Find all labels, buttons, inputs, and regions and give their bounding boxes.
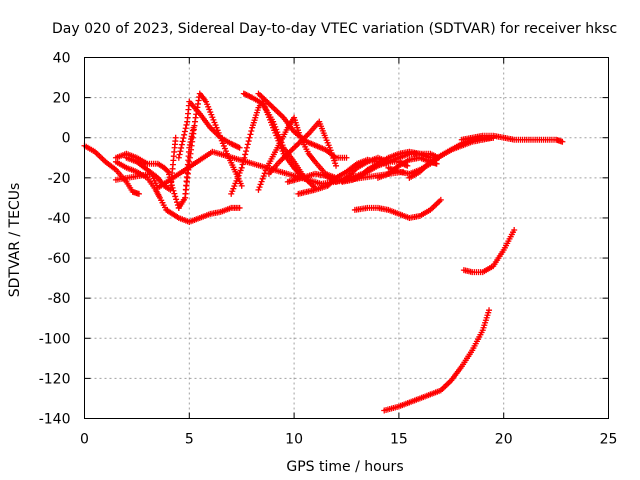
data-point: [486, 307, 493, 314]
y-tick-label: -120: [39, 371, 71, 387]
data-point: [182, 125, 189, 132]
data-point: [190, 124, 197, 131]
data-point: [174, 199, 181, 206]
data-point: [400, 168, 407, 175]
data-point: [135, 190, 142, 197]
data-point: [437, 196, 444, 203]
y-tick-label: -80: [48, 291, 71, 307]
data-point: [172, 193, 179, 200]
data-point: [178, 144, 185, 151]
data-point: [164, 167, 171, 174]
series-group: [81, 90, 566, 414]
data-point: [511, 226, 518, 233]
y-tick-label: -40: [48, 211, 71, 227]
data-point: [242, 151, 249, 158]
data-point: [256, 184, 263, 191]
series-arc-16: [351, 196, 444, 221]
y-tick-label: 0: [62, 131, 71, 147]
data-point: [258, 178, 265, 185]
data-point: [181, 131, 188, 138]
data-point: [183, 121, 190, 128]
series-arc-11: [255, 90, 350, 161]
data-point: [245, 138, 252, 145]
data-point: [260, 173, 267, 180]
x-tick-label: 10: [285, 432, 303, 448]
y-tick-label: -140: [39, 412, 71, 428]
data-point: [171, 190, 178, 197]
data-point: [165, 168, 172, 175]
data-point: [236, 204, 243, 211]
ticks: 40 20 0 -20 -40 -60 -80 -100 -120 -140 0 5 10 15 20 25: [39, 51, 618, 448]
data-point: [238, 164, 245, 171]
data-point: [176, 151, 183, 158]
series-arc-21: [460, 226, 518, 276]
x-tick-label: 5: [185, 432, 194, 448]
data-point: [238, 182, 245, 189]
data-point: [172, 134, 179, 141]
series-arc-5: [175, 124, 197, 211]
x-tick-label: 0: [80, 432, 89, 448]
y-tick-label: -60: [48, 251, 71, 267]
data-point: [311, 157, 318, 164]
x-axis-label: GPS time / hours: [286, 459, 403, 475]
data-point: [170, 187, 177, 194]
data-point: [257, 181, 264, 188]
y-tick-label: 40: [53, 51, 71, 67]
data-point: [175, 154, 182, 161]
y-tick-label: -100: [39, 331, 71, 347]
y-tick-label: -20: [48, 171, 71, 187]
grid: [84, 57, 609, 419]
data-point: [259, 175, 266, 182]
data-point: [246, 134, 253, 141]
data-point: [247, 131, 254, 138]
data-point: [236, 144, 243, 151]
data-point: [166, 171, 173, 178]
series-arc-20: [458, 132, 566, 145]
data-point: [244, 141, 251, 148]
data-point: [343, 154, 350, 161]
data-point: [248, 128, 255, 135]
series-scatter-extra: [112, 148, 407, 191]
y-tick-label: 20: [53, 91, 71, 107]
data-point: [559, 138, 566, 145]
data-point: [363, 168, 370, 175]
data-point: [404, 162, 411, 169]
data-point: [180, 135, 187, 142]
data-point: [239, 161, 246, 168]
x-tick-label: 20: [495, 432, 513, 448]
data-point: [243, 144, 250, 151]
data-point: [178, 141, 185, 148]
series-arc-22: [381, 307, 493, 414]
x-tick-label: 15: [390, 432, 408, 448]
data-point: [173, 196, 180, 203]
data-point: [177, 148, 184, 155]
series-arc-6: [175, 98, 243, 161]
x-tick-label: 25: [600, 432, 618, 448]
y-axis-label: SDTVAR / TECUs: [7, 183, 23, 298]
data-point: [333, 162, 340, 169]
plot-frame: [84, 57, 609, 419]
data-point: [181, 128, 188, 135]
chart-title: Day 020 of 2023, Sidereal Day-to-day VTE…: [52, 21, 617, 37]
data-point: [243, 148, 250, 155]
data-point: [179, 138, 186, 145]
data-point: [255, 186, 262, 193]
